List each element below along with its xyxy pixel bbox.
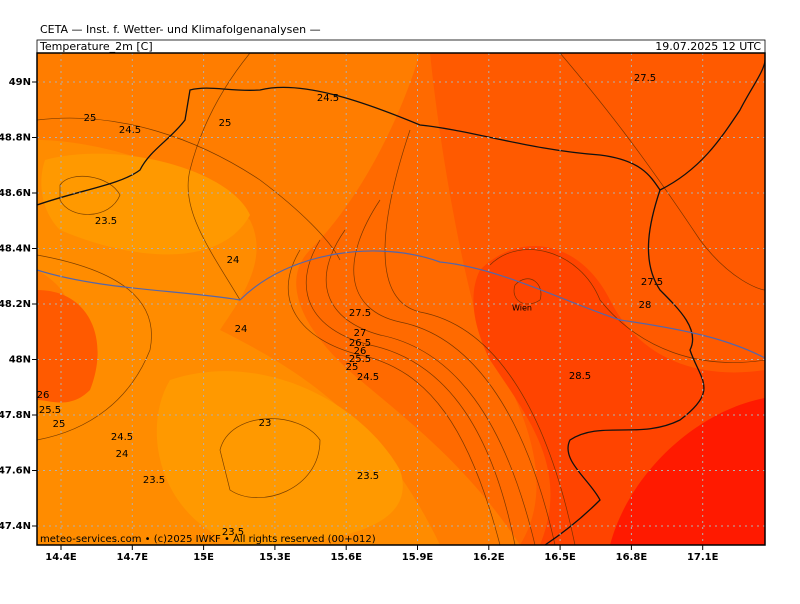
place-label: Wien	[512, 304, 532, 313]
x-axis-label: 14.7E	[117, 552, 149, 563]
x-axis-label: 14.4E	[45, 552, 77, 563]
contour-label: 27.5	[634, 73, 656, 84]
y-axis-label: 49N	[9, 77, 31, 88]
contour-label: 24	[235, 324, 248, 335]
contour-label: 25	[53, 419, 66, 430]
valid-time: 19.07.2025 12 UTC	[655, 40, 761, 53]
x-axis-label: 16.8E	[616, 552, 648, 563]
contour-label: 24	[227, 255, 240, 266]
y-axis-label: 47.4N	[0, 521, 31, 532]
contour-label: 28.5	[569, 371, 591, 382]
x-axis-label: 15.9E	[402, 552, 434, 563]
x-axis-label: 15.6E	[330, 552, 362, 563]
contour-label: 28	[639, 300, 652, 311]
contour-label: 24.5	[111, 432, 133, 443]
x-axis-label: 16.2E	[473, 552, 505, 563]
contour-label: 23.5	[143, 475, 165, 486]
y-axis-label: 48.6N	[0, 188, 31, 199]
contour-label: 24.5	[119, 125, 141, 136]
contour-label: 27.5	[641, 277, 663, 288]
grid	[37, 53, 765, 545]
variable-label: Temperature_2m [C]	[39, 40, 153, 53]
x-axis-label: 15.3E	[259, 552, 291, 563]
contour-label: 25	[84, 113, 97, 124]
y-axis-label: 48.8N	[0, 133, 31, 144]
contour-label: 27.5	[349, 308, 371, 319]
contour-label: 25	[219, 118, 232, 129]
y-axis-label: 47.6N	[0, 466, 31, 477]
contour-label: 27	[354, 328, 367, 339]
x-axis-label: 16.5E	[544, 552, 576, 563]
contour-label: 26	[37, 390, 50, 401]
contour-label: 23.5	[222, 527, 244, 538]
contour-label: 23.5	[357, 471, 379, 482]
x-axis-label: 17.1E	[687, 552, 719, 563]
y-axis-label: 48.4N	[0, 244, 31, 255]
header-title: CETA — Inst. f. Wetter- und Klimafolgena…	[40, 23, 321, 36]
contour-label: 25.5	[349, 354, 371, 365]
map-frame	[36, 52, 766, 546]
y-axis-label: 48.2N	[0, 299, 31, 310]
contour-label: 24.5	[317, 93, 339, 104]
contour-label: 25.5	[39, 405, 61, 416]
contour-label: 25	[346, 362, 359, 373]
contour-label: 23	[259, 418, 272, 429]
contour-label: 24	[116, 449, 129, 460]
contour-label: 26	[354, 346, 367, 357]
y-axis-label: 47.8N	[0, 410, 31, 421]
y-axis-label: 48N	[9, 355, 31, 366]
map	[37, 53, 765, 545]
contour-label: 24.5	[357, 372, 379, 383]
contour-label: 23.5	[95, 216, 117, 227]
x-axis-label: 15E	[193, 552, 214, 563]
contour-label: 26.5	[349, 338, 371, 349]
footer-credit: meteo-services.com • (c)2025 IWKF • All …	[40, 534, 376, 545]
